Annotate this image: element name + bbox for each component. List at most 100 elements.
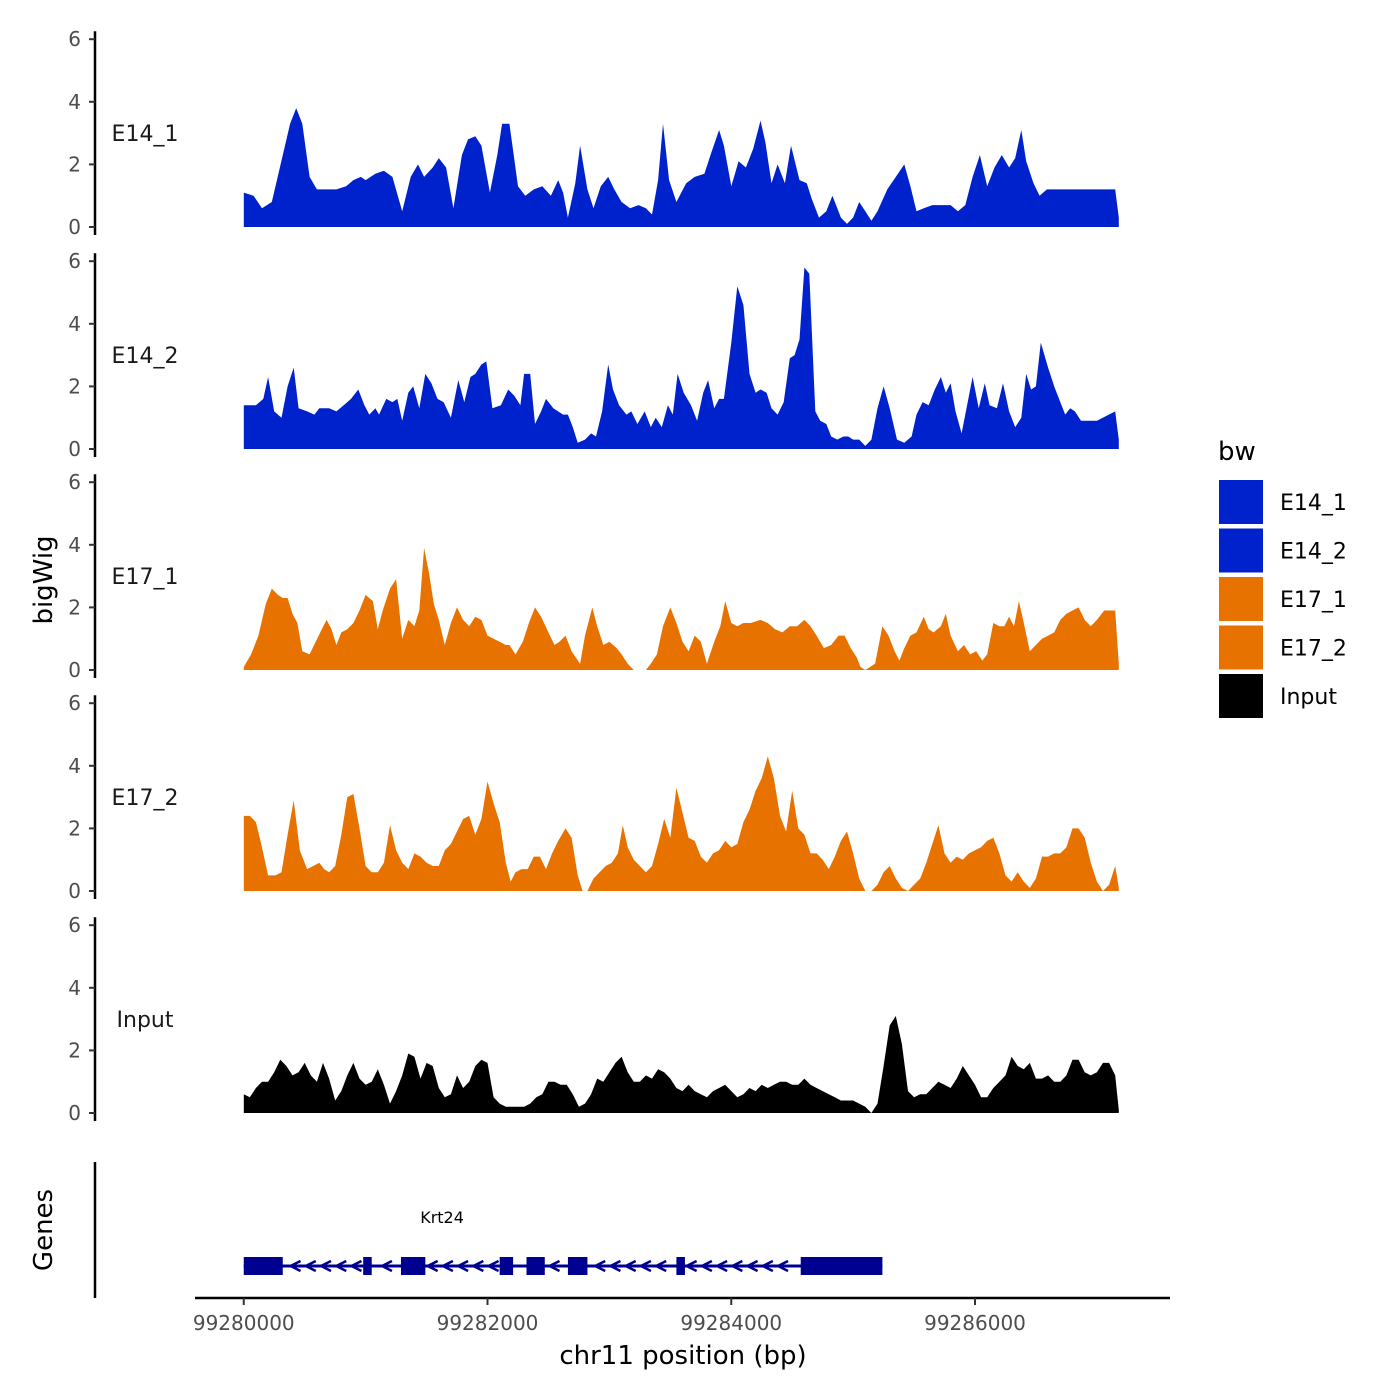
gene-krt24: Krt24 (243, 1208, 883, 1275)
y-tick-label: 0 (68, 437, 81, 461)
gene-exon (567, 1257, 588, 1275)
y-tick-label: 6 (68, 913, 81, 937)
y-tick-label: 2 (68, 152, 81, 176)
legend-label: Input (1280, 685, 1337, 710)
legend-swatch (1219, 528, 1263, 573)
y-tick-label: 4 (68, 90, 81, 114)
strand-chevron (622, 1259, 637, 1273)
y-tick-label: 4 (68, 976, 81, 1000)
y-tick-label: 0 (68, 1101, 81, 1125)
gene-exon (400, 1257, 426, 1275)
track-input: 0 2 4 6 Input (68, 913, 1119, 1125)
strand-chevron (470, 1259, 484, 1273)
genes-panel: Genes Krt24 (29, 1162, 883, 1298)
strand-chevron (729, 1259, 743, 1273)
legend-swatch (1219, 480, 1263, 524)
x-tick-label: 99284000 (680, 1311, 782, 1335)
track-area (243, 547, 1119, 670)
strand-chevron (348, 1259, 363, 1273)
y-tick-label: 2 (68, 595, 81, 619)
track-e17-1: 0 2 4 6 E17_1 (68, 470, 1119, 682)
y-tick-label: 6 (68, 249, 81, 273)
legend-swatch (1219, 577, 1263, 621)
tracks-layer: 0 2 4 6 E14_1 0 2 4 6 E14_2 0 2 4 6 E17_1 0 2 4 6 E17_2 0 2 4 6… (68, 27, 1119, 1125)
strand-chevron (607, 1259, 622, 1273)
x-tick-label: 99286000 (924, 1311, 1026, 1335)
y-tick-label: 6 (68, 27, 81, 51)
y-axis-title: bigWig (29, 535, 59, 624)
x-tick-label: 99282000 (437, 1311, 539, 1335)
genes-axis-title: Genes (29, 1189, 59, 1271)
track-label: E17_2 (112, 786, 179, 811)
y-tick-label: 6 (68, 470, 81, 494)
track-area (243, 1016, 1119, 1113)
legend-swatch (1219, 674, 1263, 718)
x-axis: 99280000 99282000 99284000 99286000 chr11 p… (193, 1296, 1170, 1371)
strand-chevron (455, 1259, 469, 1273)
legend-item-e14-2: E14_2 (1219, 528, 1347, 573)
legend-item-e14-1: E14_1 (1219, 480, 1347, 524)
gene-label: Krt24 (420, 1208, 464, 1227)
strand-chevron (379, 1259, 393, 1273)
gene-exon (526, 1257, 545, 1275)
y-tick-label: 4 (68, 533, 81, 557)
y-tick-label: 2 (68, 1038, 81, 1062)
track-area (243, 108, 1119, 227)
strand-chevron (592, 1259, 606, 1273)
track-e14-1: 0 2 4 6 E14_1 (68, 27, 1119, 239)
strand-chevron (318, 1259, 332, 1273)
y-tick-label: 2 (68, 816, 81, 840)
y-tick-label: 0 (68, 215, 81, 239)
track-label: E17_1 (112, 565, 179, 590)
gene-exon (499, 1257, 514, 1275)
legend-item-input: Input (1219, 674, 1337, 718)
strand-chevron (546, 1259, 561, 1273)
strand-chevron (302, 1259, 317, 1273)
genes-layer: Krt24 (243, 1208, 883, 1275)
track-label: Input (117, 1008, 174, 1033)
legend-label: E17_1 (1280, 588, 1347, 613)
strand-chevron (440, 1259, 454, 1273)
strand-chevron (485, 1259, 500, 1273)
y-tick-label: 4 (68, 754, 81, 778)
strand-chevron (699, 1259, 713, 1273)
track-area (243, 267, 1119, 449)
strand-chevron (683, 1259, 698, 1273)
x-ticks: 99280000 99282000 99284000 99286000 (193, 1298, 1026, 1335)
gene-exon (800, 1257, 883, 1275)
legend-item-e17-2: E17_2 (1219, 625, 1347, 670)
legend-label: E14_1 (1280, 491, 1347, 516)
strand-chevron (424, 1259, 439, 1273)
legend: bw E14_1 E14_2 E17_1 E17_2 Input (1218, 437, 1347, 718)
x-tick-label: 99280000 (193, 1311, 295, 1335)
y-tick-label: 4 (68, 312, 81, 336)
legend-title: bw (1218, 437, 1256, 467)
strand-chevron (287, 1259, 302, 1273)
y-tick-label: 0 (68, 879, 81, 903)
y-tick-label: 0 (68, 658, 81, 682)
strand-chevron (714, 1259, 728, 1273)
track-label: E14_2 (112, 344, 179, 369)
strand-chevron (744, 1259, 759, 1273)
y-tick-label: 2 (68, 374, 81, 398)
gene-exon (243, 1257, 283, 1275)
strand-chevron (638, 1259, 652, 1273)
track-e17-2: 0 2 4 6 E17_2 (68, 691, 1119, 903)
track-e14-2: 0 2 4 6 E14_2 (68, 249, 1119, 461)
gene-exon (676, 1257, 685, 1275)
track-label: E14_1 (112, 122, 179, 147)
x-axis-title: chr11 position (bp) (559, 1341, 806, 1371)
strand-chevron (333, 1259, 347, 1273)
strand-chevron (760, 1259, 774, 1273)
strand-chevron (775, 1259, 789, 1273)
legend-label: E14_2 (1280, 540, 1347, 565)
gene-exon (363, 1257, 372, 1275)
track-area (243, 756, 1119, 891)
legend-swatch (1219, 625, 1263, 670)
legend-items: E14_1 E14_2 E17_1 E17_2 Input (1219, 480, 1347, 718)
strand-chevron (653, 1259, 667, 1273)
y-tick-label: 6 (68, 691, 81, 715)
legend-label: E17_2 (1280, 637, 1347, 662)
legend-item-e17-1: E17_1 (1219, 577, 1347, 621)
